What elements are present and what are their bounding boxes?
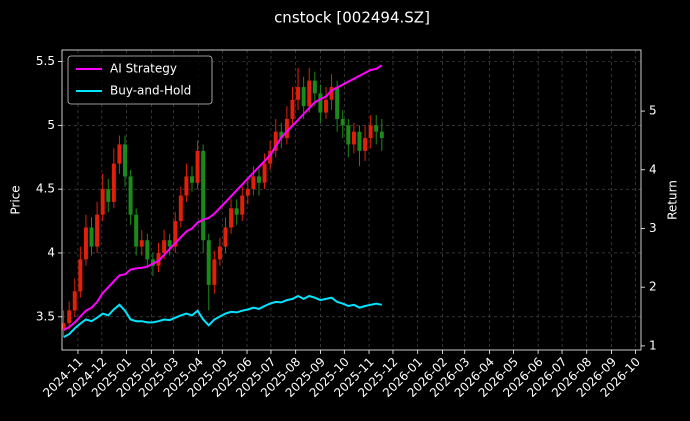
y2-tick-label: 2 (649, 280, 657, 294)
candle-body (206, 240, 211, 285)
candle-body (145, 240, 150, 260)
candle-body (351, 131, 356, 145)
y-tick-label: 5.5 (36, 54, 55, 68)
candle-body (368, 125, 373, 139)
candle-body (78, 259, 83, 292)
y2-tick-label: 5 (649, 104, 657, 118)
return-line (63, 294, 383, 338)
legend-box (67, 55, 213, 105)
candle-body (374, 125, 379, 132)
candle-body (167, 240, 172, 247)
y-axis-label: Price (9, 185, 23, 214)
y2-axis-label: Return (666, 180, 680, 220)
candle-body (195, 150, 200, 183)
candle-body (223, 227, 228, 247)
candle-body (284, 118, 289, 139)
y2-tick-label: 1 (649, 338, 657, 352)
plot-frame (61, 49, 642, 351)
candle-body (268, 150, 273, 164)
candle-body (189, 176, 194, 183)
candle-body (89, 227, 94, 247)
candle-body (117, 144, 122, 164)
candle-body (150, 259, 155, 266)
y-tick-label: 5 (47, 118, 55, 132)
y-tick-label: 3.5 (36, 309, 55, 323)
chart-title: cnstock [002494.SZ] (274, 9, 430, 27)
candle-body (245, 189, 250, 196)
candle-body (173, 221, 178, 247)
y-tick-label: 4 (47, 245, 55, 259)
candle-body (240, 195, 245, 215)
candle-body (134, 214, 139, 247)
candle-body (234, 208, 239, 215)
candle-body (273, 131, 278, 151)
candle-body (329, 87, 334, 100)
candle-body (106, 189, 111, 202)
y2-tick-label: 4 (649, 162, 657, 176)
y-tick-label: 4.5 (36, 182, 55, 196)
candle-body (318, 93, 323, 113)
candle-body (201, 150, 206, 241)
legend-label: Buy-and-Hold (110, 84, 191, 98)
return-line (63, 64, 383, 331)
candle-body (128, 176, 133, 215)
candle-body (178, 195, 183, 222)
candle-body (100, 189, 105, 215)
candle-body (83, 227, 88, 260)
candle-body (139, 240, 144, 247)
candle-body (256, 176, 261, 183)
candle-body (279, 131, 284, 139)
y2-tick-label: 3 (649, 221, 657, 235)
candle-body (95, 214, 100, 247)
candle-body (290, 99, 295, 119)
candle-body (229, 208, 234, 228)
candle-body (340, 118, 345, 126)
candle-body (363, 138, 368, 151)
candle-body (217, 246, 222, 260)
candle-body (111, 163, 116, 202)
candle-body (212, 259, 217, 285)
candle-body (357, 131, 362, 151)
candle-body (251, 176, 256, 190)
candle-body (379, 131, 384, 139)
candle-body (307, 80, 312, 107)
candle-body (323, 99, 328, 113)
candle-body (61, 323, 66, 330)
candle-body (296, 87, 301, 100)
candle-body (262, 163, 267, 183)
candle-body (162, 240, 167, 253)
candle-body (335, 87, 340, 119)
candle-body (67, 310, 72, 324)
candle-body (123, 144, 128, 177)
legend-label: AI Strategy (110, 62, 177, 76)
candle-body (72, 291, 77, 311)
candle-body (312, 80, 317, 94)
candle-body (301, 87, 306, 107)
candle-body (346, 125, 351, 145)
candle-body (184, 176, 189, 196)
